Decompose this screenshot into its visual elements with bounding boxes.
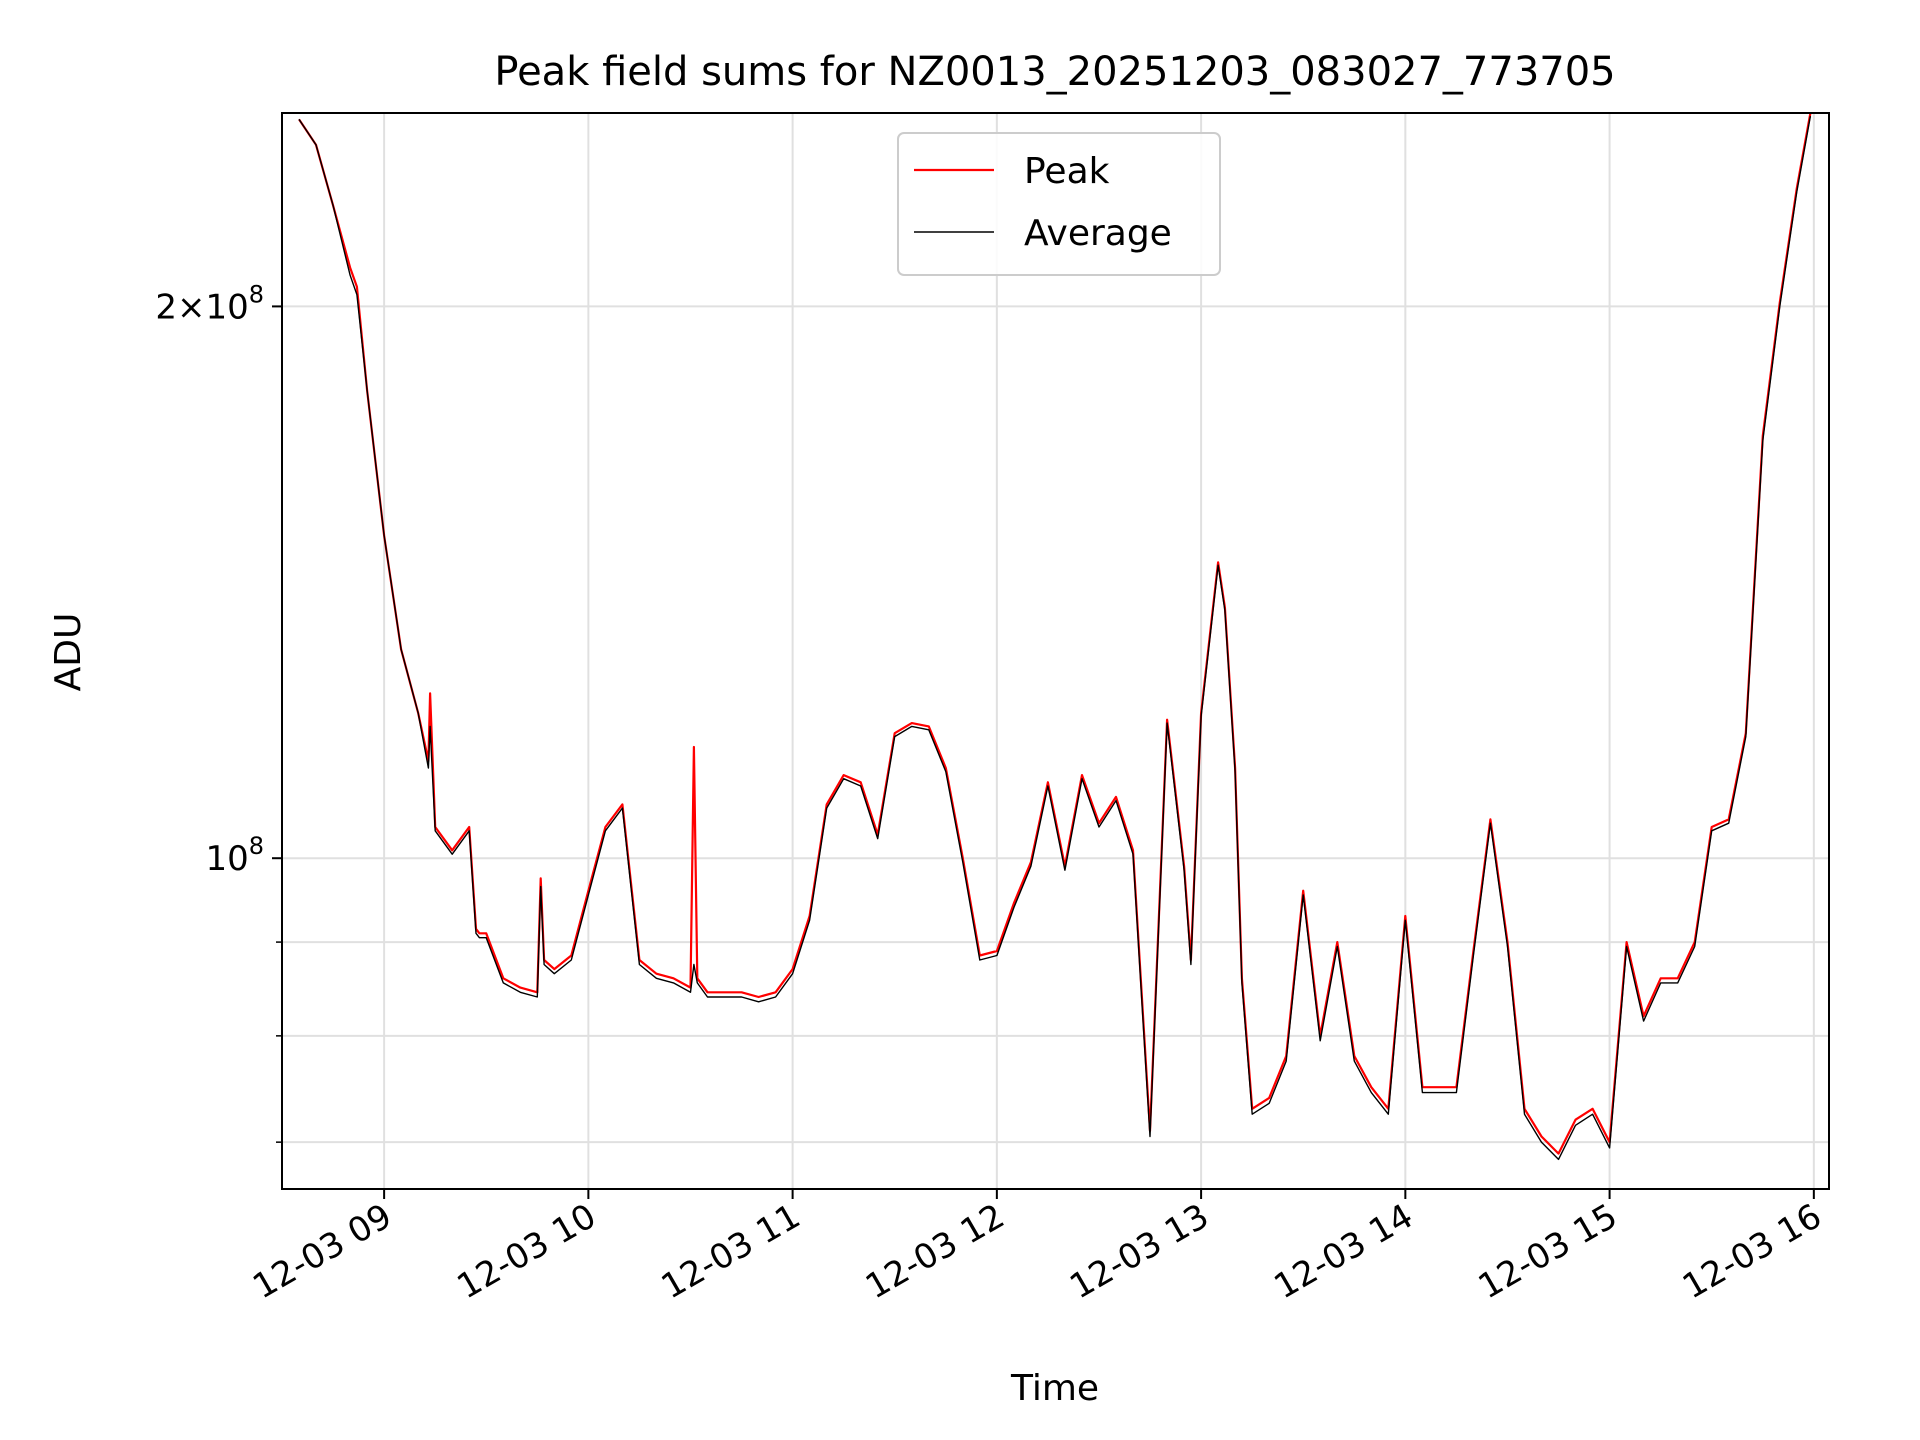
x-axis-label: Time bbox=[1010, 1368, 1099, 1409]
y-tick-exponent: 8 bbox=[249, 832, 264, 860]
series-line-average bbox=[298, 115, 1812, 1161]
series-layer bbox=[298, 113, 1812, 1161]
y-tick-exponent: 8 bbox=[249, 280, 264, 308]
plot-frame bbox=[281, 112, 1830, 1190]
legend-label-average: Average bbox=[1024, 213, 1172, 254]
y-axis-label: ADU bbox=[48, 613, 89, 692]
y-tick-times: ×10 bbox=[177, 287, 249, 327]
y-tick-mantissa: 2 bbox=[155, 287, 177, 327]
chart-title: Peak field sums for NZ0013_20251203_0830… bbox=[494, 49, 1615, 95]
y-tick-label: 108 bbox=[205, 832, 264, 879]
series-line-peak bbox=[298, 113, 1812, 1155]
legend-label-peak: Peak bbox=[1024, 151, 1110, 192]
y-tick-base: 10 bbox=[205, 839, 248, 879]
legend: Peak Average bbox=[897, 132, 1221, 276]
legend-box bbox=[897, 132, 1221, 276]
grid bbox=[282, 113, 1829, 1189]
y-tick-label: 2×108 bbox=[155, 280, 264, 327]
